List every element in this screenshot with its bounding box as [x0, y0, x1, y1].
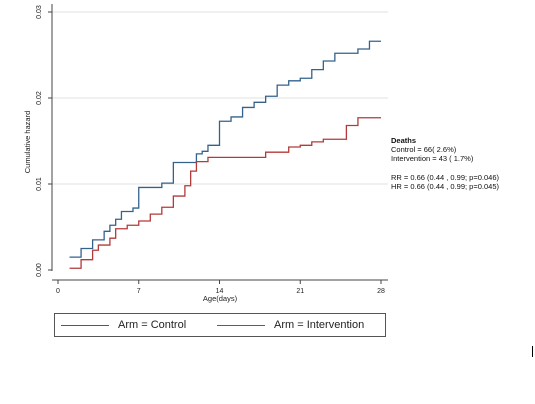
- x-tick-label-4: 28: [377, 288, 385, 295]
- x-tick-label-0: 0: [56, 288, 60, 295]
- grid-lines: [52, 11, 388, 185]
- x-tick-label-1: 7: [137, 288, 141, 295]
- annotation-hr: HR = 0.66 (0.44 , 0.99; p=0.045): [391, 181, 499, 191]
- legend-swatch-intervention: [217, 324, 265, 326]
- x-axis-title: Age(days): [203, 294, 238, 303]
- annotation-title: Deaths: [391, 136, 417, 145]
- legend-item-intervention: Arm = Intervention: [217, 314, 364, 336]
- annotation-control: Control = 66( 2.6%): [391, 145, 457, 155]
- axis-ticks: 0.00 0.01 0.02 0.03 0 7 14 21 28: [36, 5, 385, 295]
- legend-item-control: Arm = Control: [61, 314, 186, 336]
- legend-label-intervention: Arm = Intervention: [274, 319, 365, 331]
- y-tick-label-0: 0.00: [36, 263, 43, 277]
- y-tick-label-1: 0.01: [36, 177, 43, 191]
- deaths-annotation: Deaths Control = 66( 2.6%) Intervention …: [391, 136, 499, 191]
- text-cursor: [532, 346, 533, 357]
- x-tick-label-2: 14: [216, 288, 224, 295]
- legend: Arm = Control Arm = Intervention: [54, 313, 386, 337]
- series-line-control: [69, 40, 381, 258]
- y-tick-label-2: 0.02: [36, 91, 43, 105]
- annotation-rr: RR = 0.66 (0.44 , 0.99; p=0.046): [391, 172, 499, 182]
- legend-label-control: Arm = Control: [118, 319, 187, 331]
- series-line-intervention: [69, 117, 381, 269]
- legend-swatch-control: [61, 324, 109, 326]
- x-tick-label-3: 21: [296, 288, 304, 295]
- annotation-intervention: Intervention = 43 ( 1.7%): [391, 154, 474, 164]
- y-axis-title: Cumulative hazard: [23, 111, 32, 174]
- series-lines: [69, 40, 381, 269]
- y-tick-label-3: 0.03: [36, 5, 43, 19]
